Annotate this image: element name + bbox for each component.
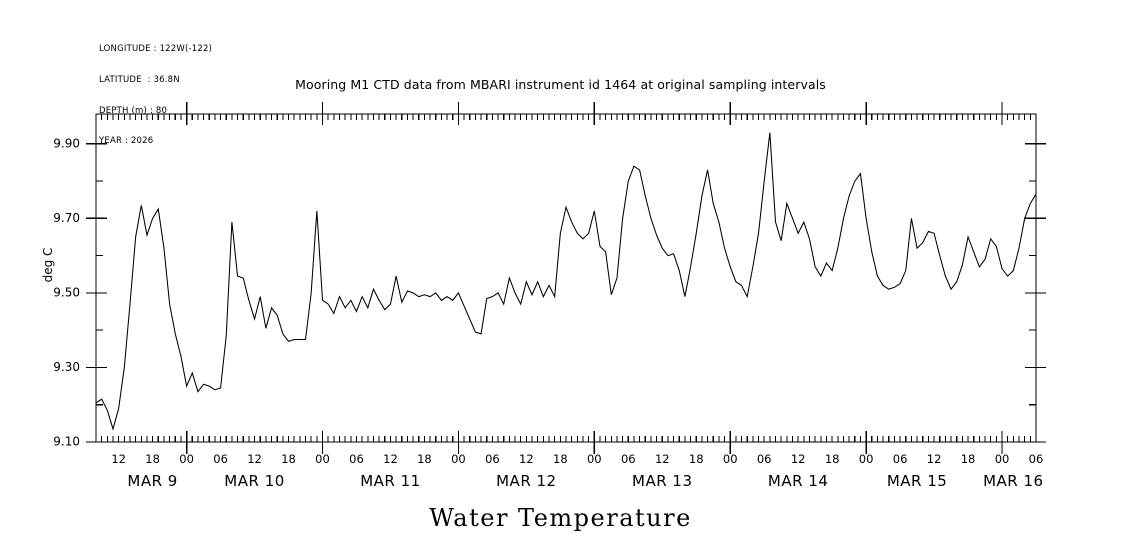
x-tick-hour-label: 06 (485, 452, 500, 466)
x-tick-hour-label: 00 (587, 452, 602, 466)
x-tick-hour-label: 06 (349, 452, 364, 466)
x-tick-hour-label: 00 (723, 452, 738, 466)
x-tick-day-label: MAR 9 (127, 472, 177, 490)
x-tick-day-label: MAR 11 (360, 472, 420, 490)
x-tick-day-label: MAR 16 (983, 472, 1043, 490)
chart-title: Mooring M1 CTD data from MBARI instrumen… (295, 77, 826, 92)
x-tick-hour-label: 00 (179, 452, 194, 466)
x-tick-hour-label: 06 (893, 452, 908, 466)
station-metadata: LONGITUDE : 122W(-122) LATITUDE : 36.8N … (99, 24, 212, 167)
x-tick-hour-label: 06 (213, 452, 228, 466)
x-tick-hour-label: 18 (689, 452, 704, 466)
x-tick-labels-group: 12 18 00 06 12 18 00 06 12 18 00 06 12 18 00 06 12 18 00 06… (111, 452, 1043, 466)
x-tick-hour-label: 12 (247, 452, 262, 466)
x-tick-day-label: MAR 12 (496, 472, 556, 490)
x-tick-hour-label: 18 (417, 452, 432, 466)
x-tick-hour-label: 06 (621, 452, 636, 466)
x-tick-hour-label: 18 (825, 452, 840, 466)
x-tick-hour-label: 18 (145, 452, 160, 466)
x-tick-hour-label: 00 (859, 452, 874, 466)
x-tick-hour-label: 06 (757, 452, 772, 466)
y-tick-labels-group: 9.10 9.30 9.50 9.70 9.90 (53, 136, 80, 448)
x-tick-day-label: MAR 13 (632, 472, 692, 490)
x-tick-day-label: MAR 10 (224, 472, 284, 490)
metadata-longitude: LONGITUDE : 122W(-122) (99, 44, 213, 55)
x-tick-hour-label: 12 (111, 452, 126, 466)
x-tick-hour-label: 18 (553, 452, 568, 466)
y-tick-label: 9.30 (53, 360, 80, 374)
metadata-latitude: LATITUDE : 36.8N (99, 75, 180, 86)
y-tick-label: 9.70 (53, 211, 80, 225)
x-tick-hour-label: 00 (315, 452, 330, 466)
x-tick-day-label: MAR 14 (768, 472, 828, 490)
x-tick-hour-label: 06 (1029, 452, 1044, 466)
y-tick-label: 9.10 (53, 435, 80, 449)
y-tick-label: 9.90 (53, 136, 80, 150)
x-day-labels-group: MAR 9 MAR 10 MAR 11 MAR 12 MAR 13 MAR 14 MAR 1… (127, 472, 1043, 490)
y-tick-label: 9.50 (53, 285, 80, 299)
x-axis-caption: Water Temperature (429, 504, 692, 532)
x-tick-hour-label: 18 (281, 452, 296, 466)
x-tick-day-label: MAR 15 (887, 472, 947, 490)
x-tick-hour-label: 00 (451, 452, 466, 466)
metadata-year: YEAR : 2026 (99, 136, 154, 147)
x-tick-hour-label: 00 (995, 452, 1010, 466)
x-tick-hour-label: 12 (791, 452, 806, 466)
temperature-series-line (95, 132, 1037, 431)
x-tick-hour-label: 12 (519, 452, 534, 466)
axis-ticks-group (86, 102, 1046, 454)
x-tick-hour-label: 12 (927, 452, 942, 466)
x-tick-hour-label: 12 (655, 452, 670, 466)
metadata-depth: DEPTH (m) : 80 (99, 105, 168, 116)
plot-frame (95, 113, 1037, 443)
x-tick-hour-label: 12 (383, 452, 398, 466)
x-tick-hour-label: 18 (961, 452, 976, 466)
